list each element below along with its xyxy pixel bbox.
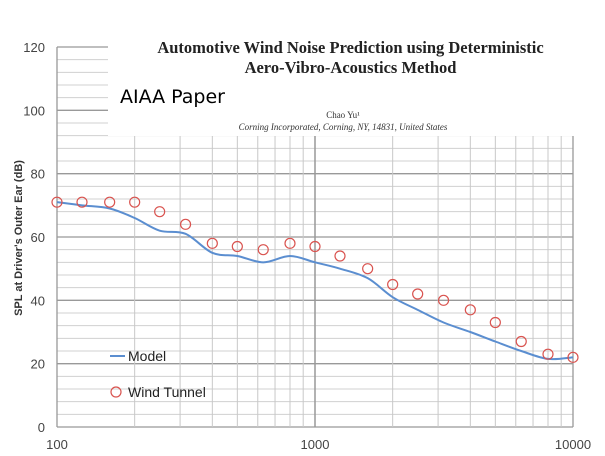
paper-author: Chao Yu¹ — [326, 110, 360, 120]
data-point-wind-tunnel — [129, 196, 141, 208]
data-point-wind-tunnel — [515, 335, 527, 348]
data-point-wind-tunnel — [206, 237, 218, 249]
data-point-wind-tunnel — [334, 250, 346, 262]
data-point-wind-tunnel — [437, 294, 450, 306]
data-point-wind-tunnel — [284, 237, 296, 249]
x-tick-label: 10000 — [555, 437, 591, 452]
data-point-wind-tunnel — [309, 240, 321, 253]
paper-title-line1: Automotive Wind Noise Prediction using D… — [157, 38, 544, 57]
data-point-wind-tunnel — [76, 196, 88, 208]
legend-marker-wind-tunnel — [110, 386, 122, 398]
y-tick-label: 20 — [31, 357, 45, 372]
y-tick-label: 0 — [38, 420, 45, 435]
y-tick-label: 120 — [23, 40, 45, 55]
paper-title-block: Automotive Wind Noise Prediction using D… — [108, 36, 593, 136]
legend-label-wind-tunnel: Wind Tunnel — [128, 384, 206, 400]
series-line-model — [56, 201, 574, 361]
data-point-wind-tunnel — [542, 348, 554, 360]
data-point-wind-tunnel — [179, 218, 192, 230]
legend: Model Wind Tunnel — [110, 348, 206, 400]
data-point-wind-tunnel — [387, 278, 399, 291]
data-point-wind-tunnel — [154, 206, 166, 218]
paper-title-line2: Aero-Vibro-Acoustics Method — [244, 58, 457, 77]
x-tick-label: 100 — [46, 437, 68, 452]
data-point-wind-tunnel — [567, 351, 579, 363]
x-tick-label: 1000 — [301, 437, 330, 452]
data-point-wind-tunnel — [489, 316, 501, 329]
data-point-wind-tunnel — [231, 240, 243, 253]
data-point-wind-tunnel — [464, 304, 476, 316]
y-tick-label: 100 — [23, 103, 45, 118]
data-point-wind-tunnel — [412, 288, 424, 300]
aiaa-paper-label: AIAA Paper — [120, 86, 225, 108]
data-point-wind-tunnel — [104, 196, 116, 208]
y-axis-label: SPL at Driver's Outer Ear (dB) — [13, 160, 25, 316]
y-tick-label: 40 — [31, 293, 45, 308]
data-point-wind-tunnel — [362, 263, 374, 275]
y-tick-label: 80 — [31, 167, 45, 182]
y-tick-label: 60 — [31, 230, 45, 245]
data-point-wind-tunnel — [51, 196, 63, 208]
data-point-wind-tunnel — [257, 244, 269, 256]
legend-label-model: Model — [128, 348, 166, 364]
paper-affiliation: Corning Incorporated, Corning, NY, 14831… — [238, 122, 448, 132]
